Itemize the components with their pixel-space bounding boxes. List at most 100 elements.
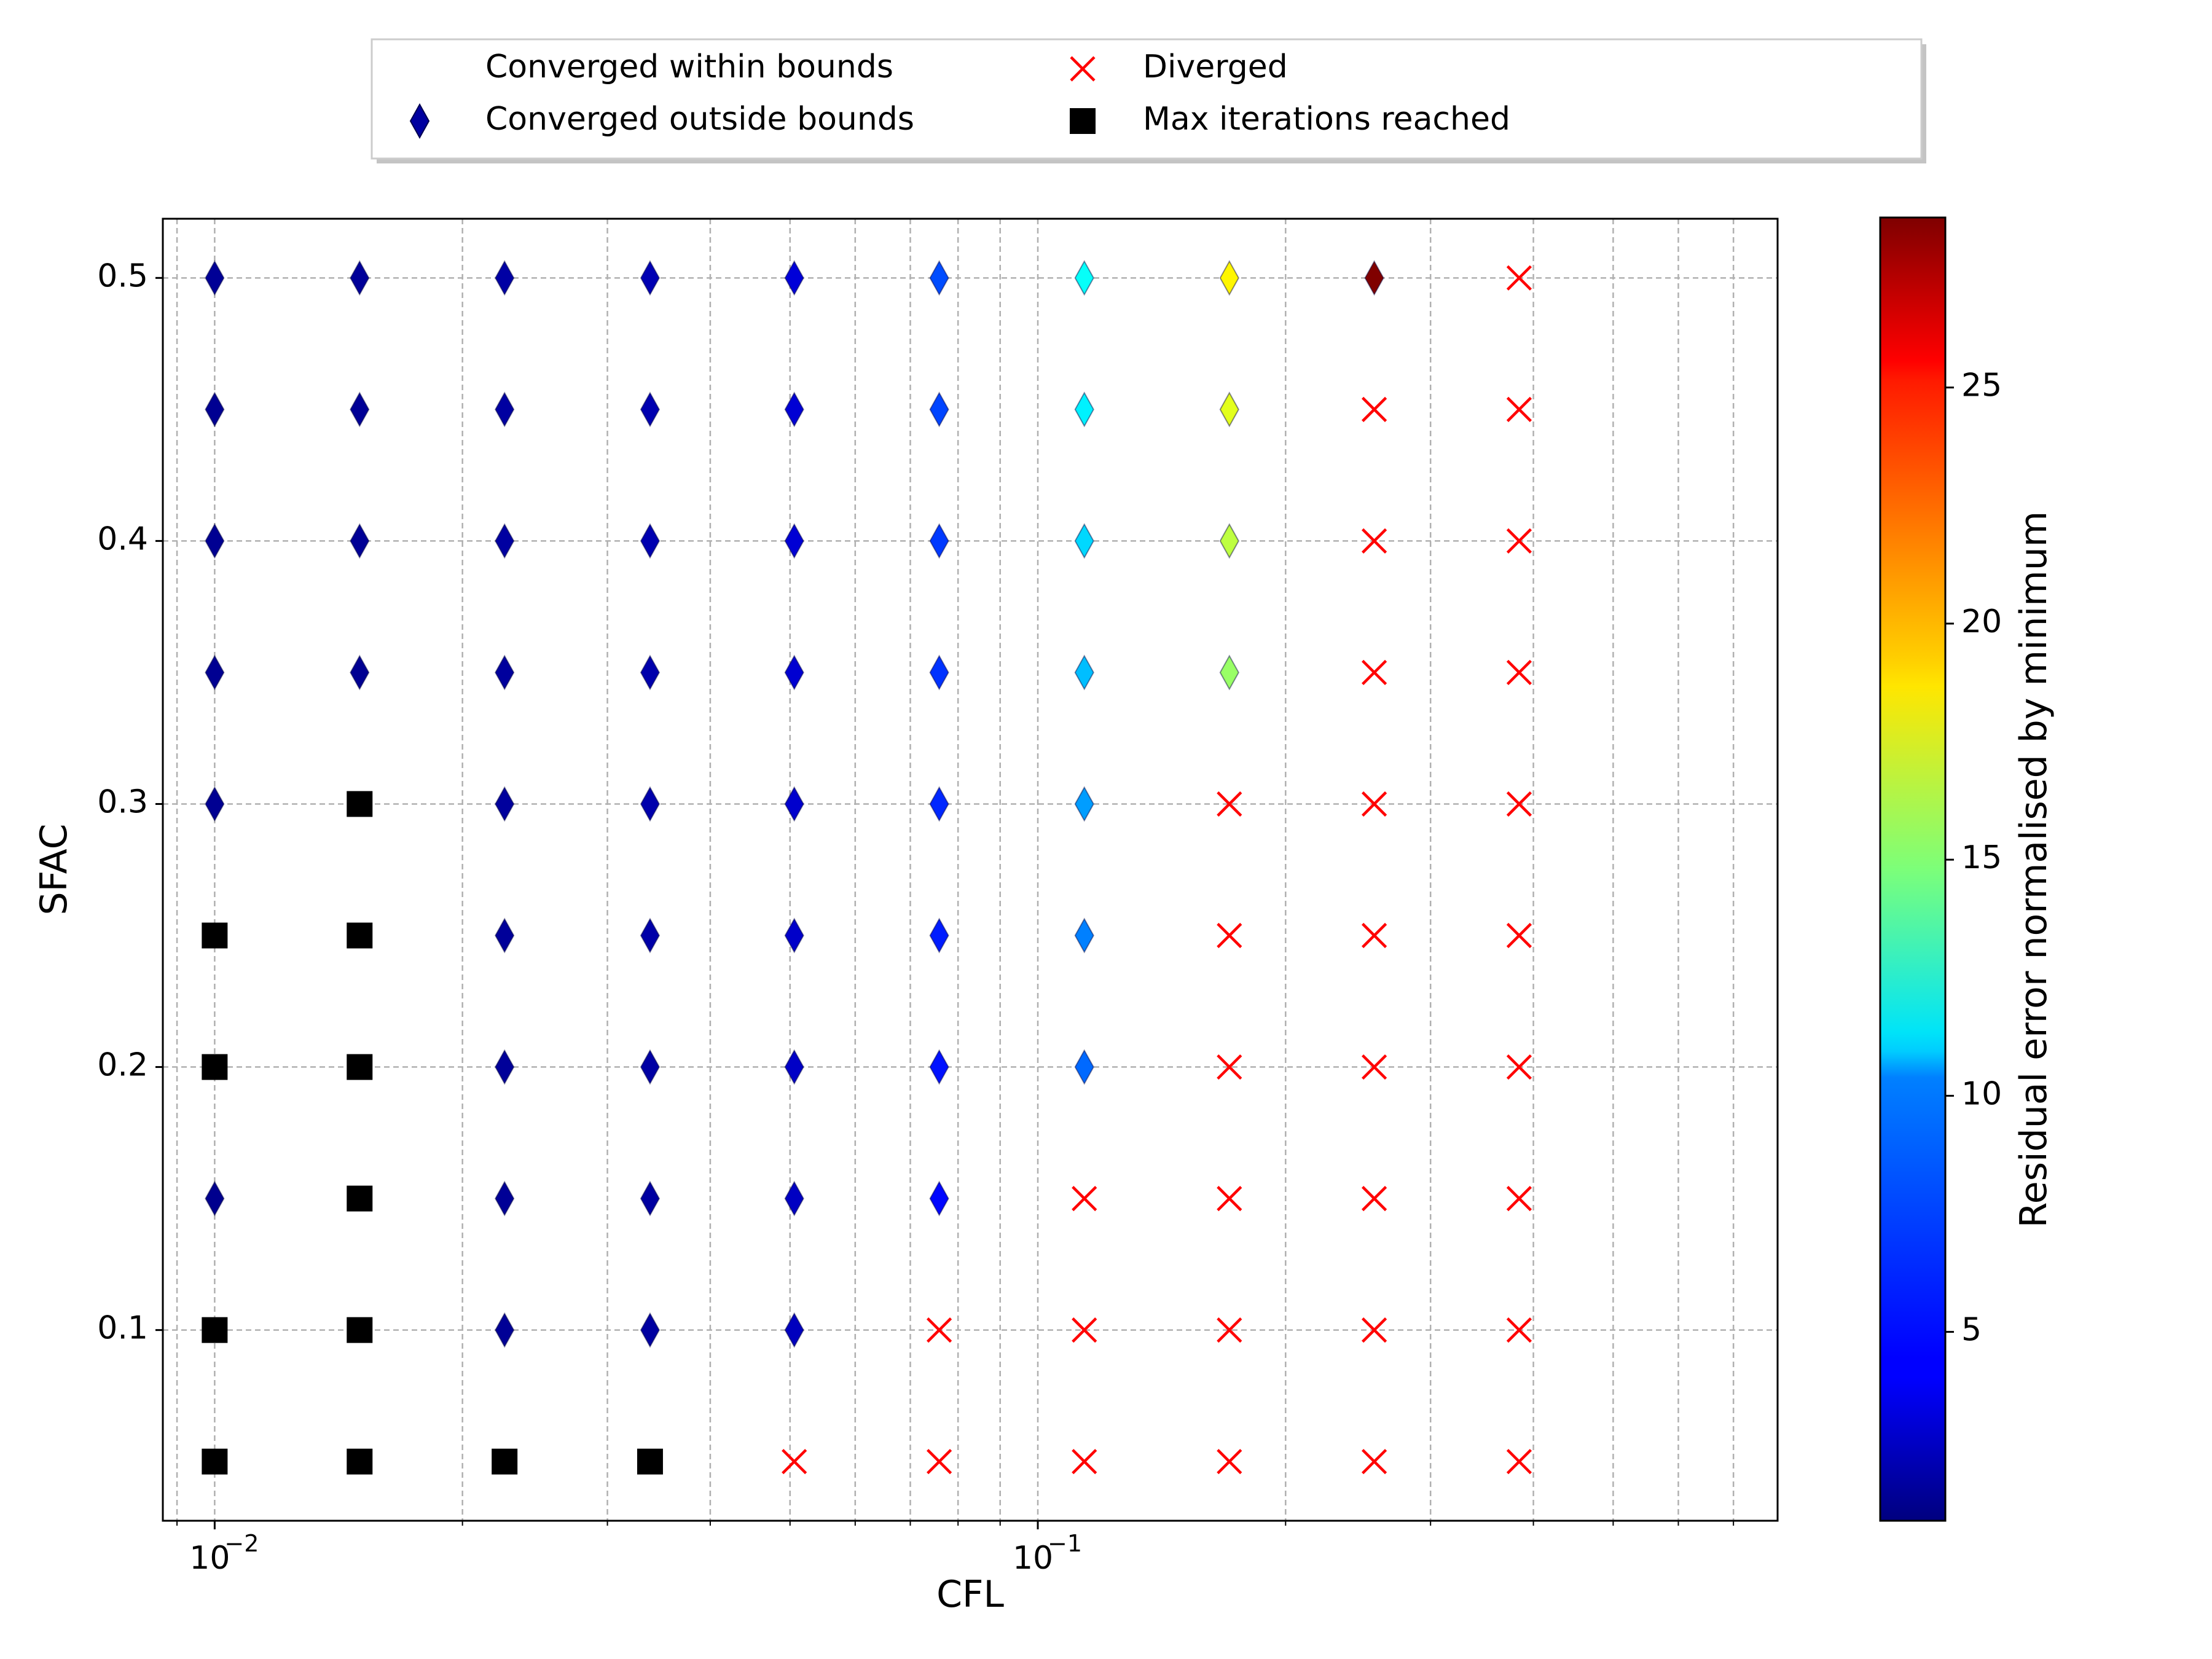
marker-converged-outside-bounds xyxy=(1074,654,1094,691)
marker-diverged-stroke xyxy=(1362,396,1387,422)
marker-diverged xyxy=(1217,1054,1242,1080)
y-axis-label: SFAC xyxy=(33,824,76,916)
plot-background xyxy=(163,219,1778,1521)
marker-converged-outside-bounds xyxy=(495,391,515,428)
marker-diverged xyxy=(1506,265,1532,291)
marker-converged-outside-bounds xyxy=(640,1180,661,1217)
x-axis-label: CFL xyxy=(936,1573,1004,1616)
marker-diverged xyxy=(1217,1449,1242,1475)
marker-diverged-stroke xyxy=(1072,1186,1097,1212)
marker-max-iterations xyxy=(347,1185,373,1212)
marker-converged-outside-bounds xyxy=(640,1312,661,1348)
marker-converged-outside-bounds xyxy=(929,260,949,296)
marker-converged-outside-bounds xyxy=(784,654,804,691)
marker-diverged-stroke xyxy=(1506,659,1532,686)
marker-diverged-stroke xyxy=(1506,265,1532,291)
marker-converged-outside-bounds xyxy=(350,391,370,428)
marker-diverged xyxy=(1217,922,1242,949)
x-tick-label-exponent: −1 xyxy=(1048,1530,1082,1557)
legend-frame xyxy=(371,38,1923,160)
marker-converged-outside-bounds xyxy=(640,1049,661,1085)
y-tick-label: 0.1 xyxy=(97,1310,148,1347)
marker-max-iterations xyxy=(202,922,228,949)
marker-converged-outside-bounds xyxy=(784,523,804,559)
colorbar-tick-label: 20 xyxy=(1961,603,2002,640)
marker-diverged xyxy=(1506,1186,1532,1212)
marker-converged-outside-bounds xyxy=(495,786,515,822)
marker-converged-outside-bounds xyxy=(784,391,804,428)
marker-converged-outside-bounds xyxy=(205,1180,225,1217)
marker-diverged-stroke xyxy=(1217,1186,1242,1212)
marker-diverged xyxy=(1506,1449,1532,1475)
marker-diverged-stroke xyxy=(1506,922,1532,949)
marker-diverged-stroke xyxy=(1362,659,1387,686)
marker-diverged xyxy=(1362,922,1387,949)
y-tick-label: 0.2 xyxy=(97,1047,148,1084)
marker-diverged xyxy=(926,1449,952,1475)
marker-converged-outside-bounds xyxy=(929,1180,949,1217)
marker-diverged-stroke xyxy=(926,1317,952,1343)
marker-max-iterations xyxy=(492,1448,518,1475)
marker-converged-outside-bounds xyxy=(1074,917,1094,954)
marker-converged-outside-bounds xyxy=(640,786,661,822)
marker-max-iterations xyxy=(347,1317,373,1343)
marker-converged-outside-bounds xyxy=(495,917,515,954)
marker-converged-outside-bounds xyxy=(929,654,949,691)
legend-label-converged-outside: Converged outside bounds xyxy=(485,101,914,138)
marker-converged-outside-bounds xyxy=(1219,391,1239,428)
marker-converged-outside-bounds xyxy=(784,260,804,296)
marker-diverged xyxy=(1506,922,1532,949)
marker-diverged-stroke xyxy=(1362,1449,1387,1475)
marker-converged-outside-bounds xyxy=(929,523,949,559)
marker-diverged-stroke xyxy=(1362,922,1387,949)
marker-converged-outside-bounds xyxy=(1074,786,1094,822)
marker-diverged xyxy=(1217,791,1242,817)
marker-diverged xyxy=(1506,1317,1532,1343)
marker-diverged-stroke xyxy=(1362,1054,1387,1080)
marker-converged-outside-bounds xyxy=(1364,260,1384,296)
marker-diverged-stroke xyxy=(1072,1449,1097,1475)
marker-converged-outside-bounds xyxy=(929,786,949,822)
grid-lines xyxy=(163,219,1778,1521)
marker-max-iterations xyxy=(637,1448,663,1475)
marker-converged-outside-bounds xyxy=(929,1049,949,1085)
marker-diverged xyxy=(1362,659,1387,686)
marker-diverged xyxy=(782,1449,807,1475)
x-tick-label: 10 xyxy=(189,1540,230,1577)
legend-marker-max-iterations xyxy=(1070,108,1096,134)
marker-converged-outside-bounds xyxy=(495,523,515,559)
marker-diverged xyxy=(926,1317,952,1343)
marker-converged-outside-bounds xyxy=(1219,654,1239,691)
marker-converged-outside-bounds xyxy=(205,654,225,691)
marker-diverged-stroke xyxy=(1217,1317,1242,1343)
marker-converged-outside-bounds xyxy=(640,260,661,296)
marker-diverged-stroke xyxy=(1072,1317,1097,1343)
marker-diverged xyxy=(1362,1186,1387,1212)
marker-converged-outside-bounds xyxy=(1074,1049,1094,1085)
marker-max-iterations xyxy=(202,1448,228,1475)
marker-diverged xyxy=(1362,528,1387,554)
legend-label-max-iterations: Max iterations reached xyxy=(1143,101,1510,138)
marker-diverged xyxy=(1506,791,1532,817)
colorbar-tick-label: 25 xyxy=(1961,367,2002,404)
marker-converged-outside-bounds xyxy=(205,260,225,296)
marker-converged-outside-bounds xyxy=(1074,523,1094,559)
legend-marker-converged-outside xyxy=(409,103,430,139)
marker-max-iterations xyxy=(347,791,373,817)
marker-diverged-stroke xyxy=(926,1449,952,1475)
marker-diverged-stroke xyxy=(1506,1317,1532,1343)
marker-diverged-stroke xyxy=(782,1449,807,1475)
y-tick-label: 0.4 xyxy=(97,520,148,557)
marker-converged-outside-bounds xyxy=(495,260,515,296)
marker-converged-outside-bounds xyxy=(1074,391,1094,428)
marker-converged-outside-bounds xyxy=(495,1049,515,1085)
marker-diverged-stroke xyxy=(1362,1317,1387,1343)
marker-max-iterations xyxy=(347,1054,373,1080)
marker-diverged-stroke xyxy=(1506,396,1532,422)
colorbar-ticks: 5 10 15 20 25 xyxy=(1945,367,2002,1349)
marker-diverged-stroke xyxy=(1506,1054,1532,1080)
marker-diverged xyxy=(1362,1317,1387,1343)
y-tick-label: 0.3 xyxy=(97,783,148,820)
marker-converged-outside-bounds xyxy=(640,523,661,559)
marker-diverged xyxy=(1362,1054,1387,1080)
